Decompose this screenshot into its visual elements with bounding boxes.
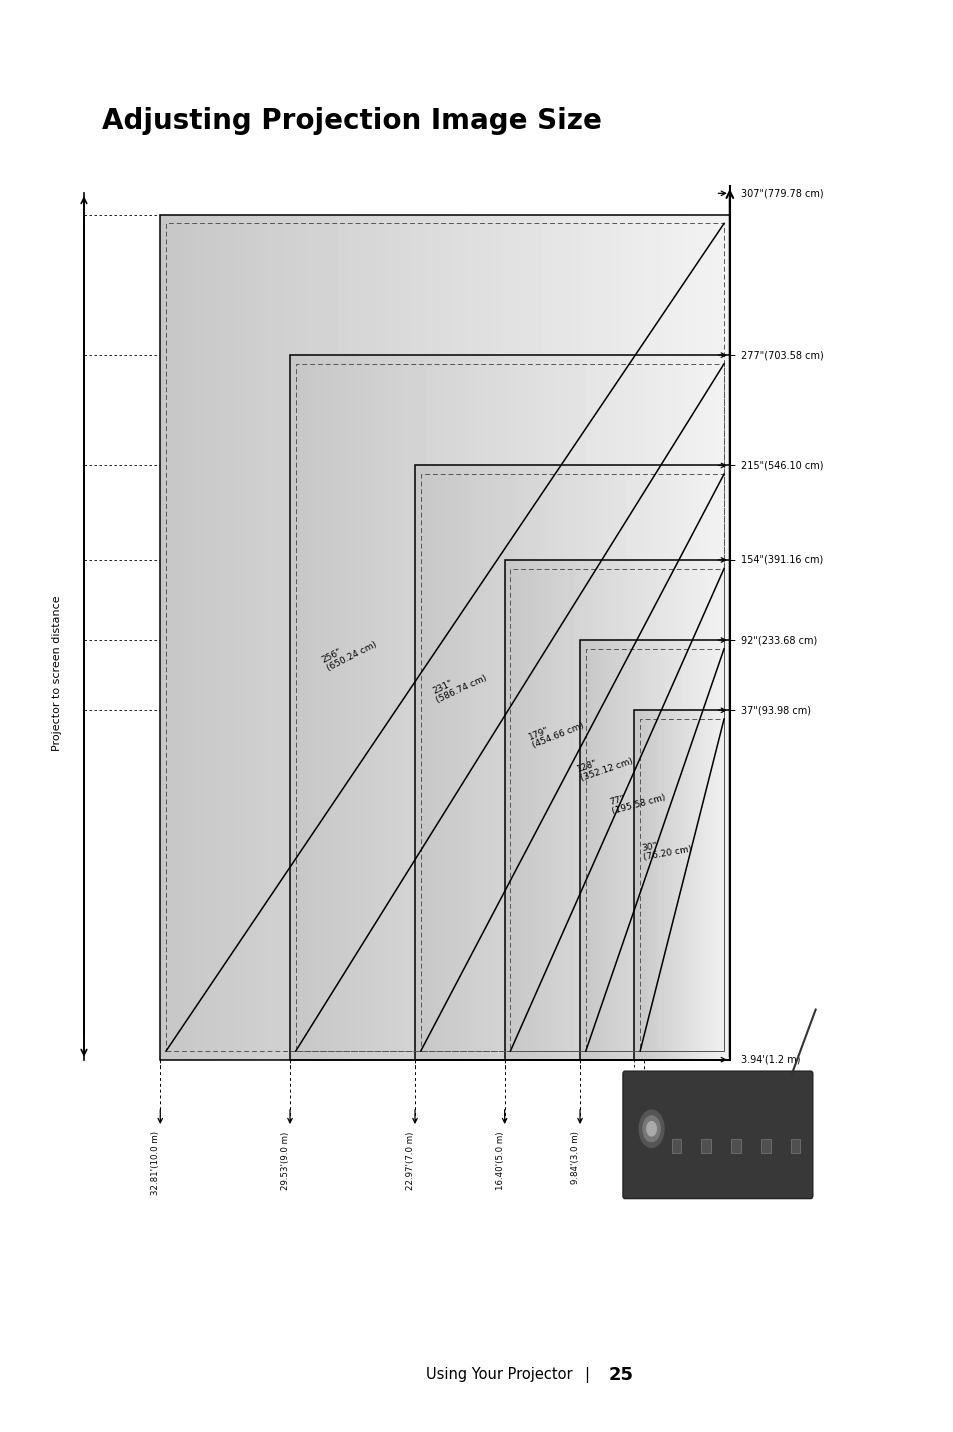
Bar bbox=[760, 1138, 770, 1153]
Text: |: | bbox=[583, 1366, 589, 1383]
Text: 128"
(352.12 cm): 128" (352.12 cm) bbox=[576, 748, 634, 783]
Text: 16.40'(5.0 m): 16.40'(5.0 m) bbox=[496, 1131, 504, 1190]
Text: 256"
(650.24 cm): 256" (650.24 cm) bbox=[320, 632, 377, 673]
Text: 30"
(76.20 cm): 30" (76.20 cm) bbox=[640, 835, 692, 862]
Bar bbox=[671, 1138, 680, 1153]
Text: 179"
(454.66 cm): 179" (454.66 cm) bbox=[527, 713, 584, 750]
Text: Adjusting Projection Image Size: Adjusting Projection Image Size bbox=[102, 107, 601, 136]
Bar bbox=[634, 710, 729, 1060]
Bar bbox=[579, 640, 729, 1060]
Text: Projector to screen distance: Projector to screen distance bbox=[52, 596, 62, 750]
Text: 3.94'(1.2 m): 3.94'(1.2 m) bbox=[740, 1055, 800, 1064]
Text: 154"(391.16 cm): 154"(391.16 cm) bbox=[740, 556, 822, 564]
Text: 277"(703.58 cm): 277"(703.58 cm) bbox=[740, 351, 823, 359]
Bar bbox=[415, 465, 729, 1060]
Bar bbox=[790, 1138, 800, 1153]
Bar bbox=[166, 223, 723, 1051]
Bar bbox=[639, 719, 723, 1051]
Text: 25: 25 bbox=[608, 1366, 633, 1383]
Text: 92"(233.68 cm): 92"(233.68 cm) bbox=[740, 636, 817, 644]
Bar bbox=[730, 1138, 740, 1153]
FancyBboxPatch shape bbox=[622, 1071, 812, 1199]
Bar bbox=[295, 364, 723, 1051]
Text: 37"(93.98 cm): 37"(93.98 cm) bbox=[740, 706, 810, 715]
Bar bbox=[504, 560, 729, 1060]
Circle shape bbox=[642, 1116, 659, 1141]
Circle shape bbox=[646, 1121, 656, 1136]
Bar bbox=[290, 355, 729, 1060]
Text: 9.84'(3.0 m): 9.84'(3.0 m) bbox=[571, 1131, 579, 1184]
Circle shape bbox=[639, 1110, 663, 1147]
Bar bbox=[420, 474, 723, 1051]
Text: 307"(779.78 cm): 307"(779.78 cm) bbox=[740, 189, 823, 198]
Bar bbox=[585, 649, 723, 1051]
Bar bbox=[700, 1138, 710, 1153]
Text: 3.94'(1.2 m): 3.94'(1.2 m) bbox=[635, 1131, 643, 1184]
Text: 22.97'(7.0 m): 22.97'(7.0 m) bbox=[406, 1131, 415, 1190]
Text: 231"
(586.74 cm): 231" (586.74 cm) bbox=[431, 664, 488, 705]
Text: 215"(546.10 cm): 215"(546.10 cm) bbox=[740, 461, 822, 470]
Text: 29.53'(9.0 m): 29.53'(9.0 m) bbox=[281, 1131, 290, 1190]
Bar bbox=[160, 215, 729, 1060]
Text: 32.81'(10.0 m): 32.81'(10.0 m) bbox=[152, 1131, 160, 1196]
Text: Using Your Projector: Using Your Projector bbox=[425, 1368, 572, 1382]
Bar bbox=[510, 569, 723, 1051]
Text: 77"
(195.58 cm): 77" (195.58 cm) bbox=[608, 783, 666, 816]
